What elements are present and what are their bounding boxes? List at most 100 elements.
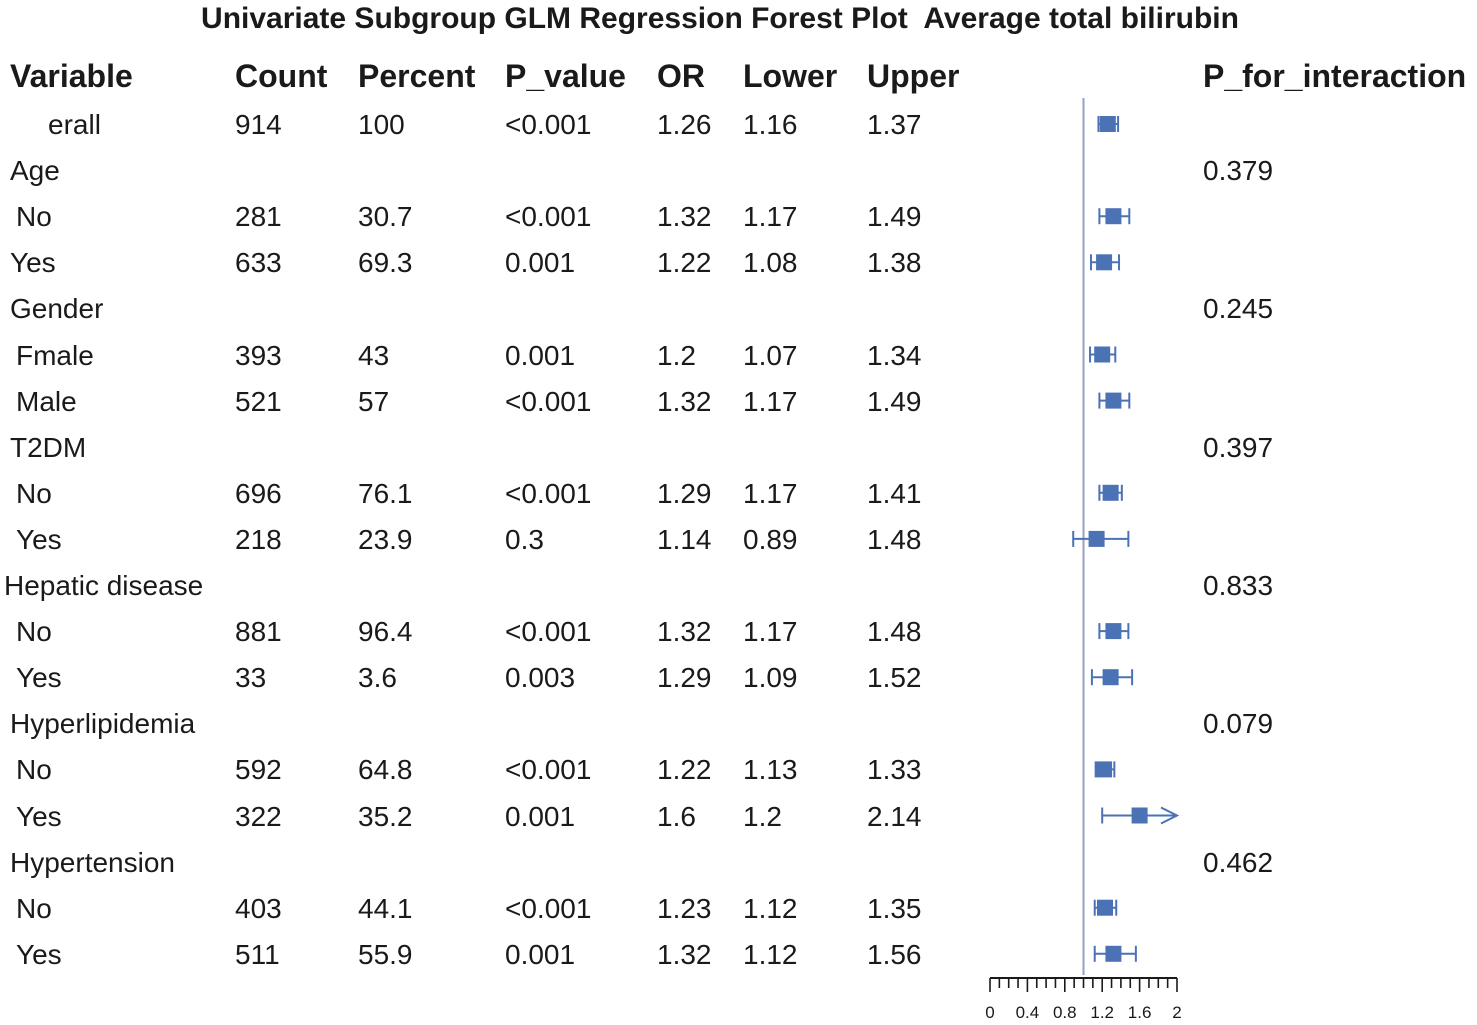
row-upper-cell: 2.14: [867, 800, 922, 832]
row-percent-cell: 64.8: [358, 754, 413, 786]
x-tick-label: 1.6: [1128, 1003, 1152, 1022]
row-count-cell: 633: [235, 247, 282, 279]
row-variable-label: erall: [48, 109, 101, 140]
row-variable-label: No: [16, 201, 52, 233]
row-count-cell: 281: [235, 201, 282, 233]
row-upper-cell: 1.41: [867, 477, 922, 509]
row-p-value-cell: <0.001: [505, 201, 592, 233]
row-or-cell: 1.26: [657, 109, 712, 140]
row-variable-label: Yes: [16, 800, 62, 832]
row-variable-label: Hypertension: [10, 846, 175, 878]
header-upper: Upper: [867, 58, 960, 94]
row-lower-cell: 1.09: [743, 662, 798, 694]
row-or-cell: 1.29: [657, 477, 712, 509]
row-or-cell: 1.22: [657, 247, 712, 279]
or-point: [1097, 899, 1114, 916]
row-count-cell: 521: [235, 385, 282, 417]
header-variable: Variable: [10, 58, 133, 94]
row-p-value-cell: <0.001: [505, 754, 592, 786]
row-p-interaction-cell: 0.079: [1203, 708, 1274, 740]
x-tick-label: 0.8: [1053, 1003, 1077, 1022]
row-or-cell: 1.29: [657, 662, 712, 694]
row-variable-label: Male: [16, 385, 77, 417]
row-or-cell: 1.14: [657, 523, 712, 555]
x-tick-label: 2: [1172, 1003, 1181, 1022]
row-percent-cell: 30.7: [358, 201, 413, 233]
row-percent-cell: 35.2: [358, 800, 413, 832]
row-upper-cell: 1.33: [867, 754, 922, 786]
row-variable-label: Yes: [16, 523, 62, 555]
or-point: [1105, 392, 1122, 409]
or-point: [1088, 530, 1105, 547]
row-percent-cell: 100: [358, 109, 405, 140]
row-upper-cell: 1.37: [867, 109, 922, 140]
header-or: OR: [657, 58, 705, 94]
row-percent-cell: 44.1: [358, 892, 413, 924]
row-percent-cell: 57: [358, 385, 390, 417]
row-p-value-cell: <0.001: [505, 616, 592, 648]
row-count-cell: 33: [235, 662, 267, 694]
row-upper-cell: 1.35: [867, 892, 922, 924]
x-tick-label: 0: [985, 1003, 994, 1022]
row-count-cell: 696: [235, 477, 282, 509]
row-p-value-cell: 0.001: [505, 247, 576, 279]
row-variable-label: T2DM: [10, 431, 87, 463]
row-count-cell: 881: [235, 616, 282, 648]
row-lower-cell: 1.17: [743, 616, 798, 648]
row-p-value-cell: <0.001: [505, 385, 592, 417]
row-percent-cell: 43: [358, 339, 390, 371]
row-percent-cell: 96.4: [358, 616, 413, 648]
row-p-interaction-cell: 0.245: [1203, 293, 1274, 325]
row-variable-label: No: [16, 754, 52, 786]
row-p-interaction-cell: 0.833: [1203, 570, 1274, 601]
row-lower-cell: 1.16: [743, 109, 798, 140]
or-point: [1094, 346, 1111, 363]
row-percent-cell: 23.9: [358, 523, 413, 555]
row-or-cell: 1.32: [657, 938, 712, 970]
row-variable-label: No: [16, 892, 52, 924]
row-lower-cell: 1.08: [743, 247, 798, 279]
row-p-value-cell: 0.003: [505, 662, 576, 694]
x-tick-label: 0.4: [1016, 1003, 1040, 1022]
or-point: [1105, 945, 1122, 962]
row-lower-cell: 1.2: [743, 800, 782, 832]
row-variable-label: Yes: [10, 247, 56, 279]
row-p-value-cell: <0.001: [505, 892, 592, 924]
header-lower: Lower: [743, 58, 838, 94]
row-p-value-cell: 0.3: [505, 523, 544, 555]
row-lower-cell: 0.89: [743, 523, 798, 555]
row-p-interaction-cell: 0.379: [1203, 155, 1274, 187]
row-variable-label: Yes: [16, 938, 62, 970]
row-percent-cell: 3.6: [358, 662, 397, 694]
header-p-value: P_value: [505, 58, 626, 94]
row-variable-label: No: [16, 477, 52, 509]
row-variable-label: Fmale: [16, 339, 94, 371]
row-count-cell: 393: [235, 339, 282, 371]
header-p-for-interaction: P_for_interaction: [1203, 58, 1467, 94]
row-count-cell: 322: [235, 800, 282, 832]
or-point: [1105, 208, 1122, 225]
row-p-value-cell: <0.001: [505, 109, 592, 140]
row-variable-label: Hyperlipidemia: [10, 708, 196, 740]
row-variable-label: No: [16, 616, 52, 648]
header-percent: Percent: [358, 58, 476, 94]
or-point: [1096, 761, 1113, 778]
row-variable-label: Hepatic disease: [4, 570, 204, 601]
x-tick-label: 1.2: [1090, 1003, 1114, 1022]
row-p-interaction-cell: 0.397: [1203, 431, 1274, 463]
row-count-cell: 511: [235, 938, 280, 970]
row-upper-cell: 1.49: [867, 201, 922, 233]
row-or-cell: 1.32: [657, 385, 712, 417]
row-or-cell: 1.32: [657, 616, 712, 648]
row-variable-label: Yes: [16, 662, 62, 694]
row-count-cell: 403: [235, 892, 282, 924]
row-or-cell: 1.22: [657, 754, 712, 786]
or-point: [1096, 254, 1113, 271]
row-or-cell: 1.2: [657, 339, 696, 371]
or-point: [1102, 669, 1119, 686]
row-count-cell: 592: [235, 754, 282, 786]
row-percent-cell: 69.3: [358, 247, 413, 279]
row-upper-cell: 1.48: [867, 523, 922, 555]
row-or-cell: 1.32: [657, 201, 712, 233]
